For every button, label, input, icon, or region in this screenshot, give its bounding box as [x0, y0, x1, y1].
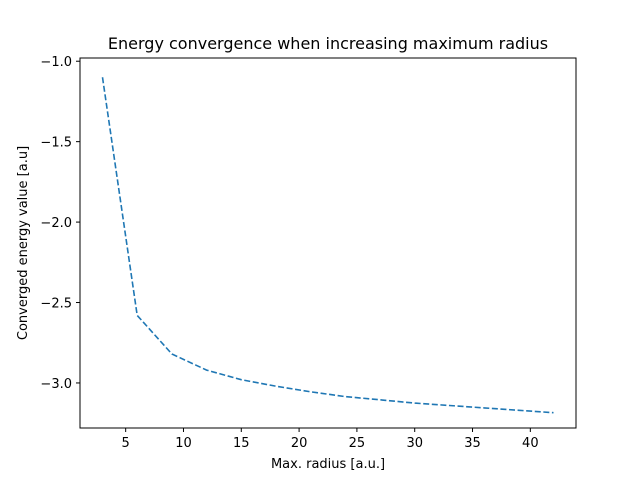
plot-frame [79, 57, 577, 429]
series-group [101, 77, 554, 414]
x-tick-label: 20 [291, 436, 308, 451]
y-tick-label: −2.0 [40, 216, 72, 231]
series-line [101, 77, 554, 414]
y-tick-label: −2.5 [40, 297, 72, 312]
x-tick-label: 10 [175, 436, 192, 451]
y-tick-label: −3.0 [40, 377, 72, 392]
tick-group: 5 10 15 20 25 30 35 40 −1.0 −1.5 −2.0 −2.5 −3.0 [40, 55, 538, 451]
plot-area [80, 58, 576, 428]
y-axis-label: Converged energy value [a.u] [16, 146, 31, 340]
y-tick-label: −1.0 [40, 55, 72, 70]
x-tick-label: 30 [406, 436, 423, 451]
x-tick-label: 15 [233, 436, 250, 451]
x-axis-label: Max. radius [a.u.] [271, 457, 385, 472]
x-tick-label: 40 [522, 436, 539, 451]
x-tick-label: 35 [464, 436, 481, 451]
x-tick-label: 25 [349, 436, 366, 451]
chart-title: Energy convergence when increasing maxim… [108, 34, 548, 53]
x-tick-label: 5 [122, 436, 130, 451]
y-tick-label: −1.5 [40, 136, 72, 151]
